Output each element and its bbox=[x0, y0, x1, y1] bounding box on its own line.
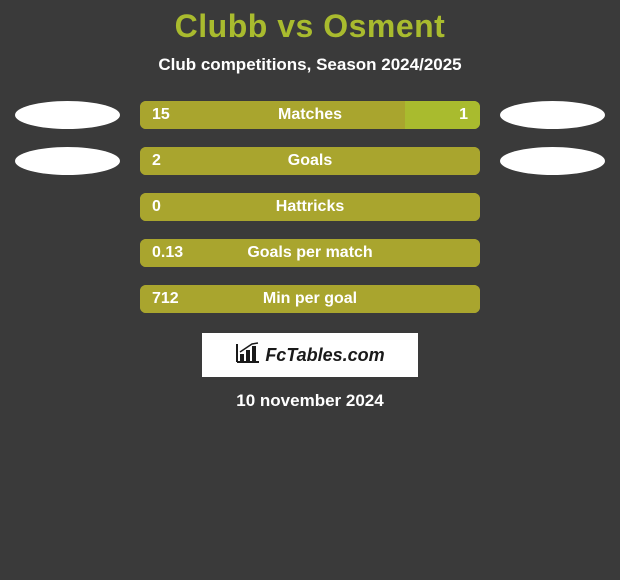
attribution-logo: FcTables.com bbox=[202, 333, 418, 377]
ellipse-placeholder bbox=[500, 193, 605, 221]
date-label: 10 november 2024 bbox=[0, 391, 620, 411]
stat-row: 0 Hattricks bbox=[0, 193, 620, 221]
ellipse-placeholder bbox=[15, 193, 120, 221]
stat-right-value: 1 bbox=[459, 106, 468, 124]
stat-left-value: 0 bbox=[152, 198, 161, 216]
ellipse-placeholder bbox=[15, 285, 120, 313]
stat-label: Hattricks bbox=[276, 198, 344, 216]
stats-area: 15 Matches 1 2 Goals 0 Hattricks 0.13 Goals per … bbox=[0, 101, 620, 313]
stat-bar: 2 Goals bbox=[140, 147, 480, 175]
player-ellipse-right bbox=[500, 101, 605, 129]
subtitle: Club competitions, Season 2024/2025 bbox=[0, 55, 620, 75]
page-title: Clubb vs Osment bbox=[0, 8, 620, 45]
stat-label: Matches bbox=[278, 106, 342, 124]
stat-left-value: 2 bbox=[152, 152, 161, 170]
stat-row: 712 Min per goal bbox=[0, 285, 620, 313]
stat-left-value: 712 bbox=[152, 290, 179, 308]
bar-chart-icon bbox=[235, 342, 261, 369]
bar-right-fill bbox=[405, 101, 480, 129]
bar-left-fill bbox=[140, 101, 405, 129]
stat-label: Min per goal bbox=[263, 290, 357, 308]
player-ellipse-left bbox=[15, 101, 120, 129]
stat-row: 2 Goals bbox=[0, 147, 620, 175]
ellipse-placeholder bbox=[500, 239, 605, 267]
player-ellipse-right bbox=[500, 147, 605, 175]
player-ellipse-left bbox=[15, 147, 120, 175]
comparison-infographic: Clubb vs Osment Club competitions, Seaso… bbox=[0, 0, 620, 411]
stat-row: 0.13 Goals per match bbox=[0, 239, 620, 267]
stat-bar: 712 Min per goal bbox=[140, 285, 480, 313]
ellipse-placeholder bbox=[500, 285, 605, 313]
stat-bar: 0.13 Goals per match bbox=[140, 239, 480, 267]
stat-left-value: 15 bbox=[152, 106, 170, 124]
stat-row: 15 Matches 1 bbox=[0, 101, 620, 129]
logo-text: FcTables.com bbox=[265, 345, 384, 366]
stat-left-value: 0.13 bbox=[152, 244, 183, 262]
stat-label: Goals per match bbox=[247, 244, 372, 262]
stat-bar: 0 Hattricks bbox=[140, 193, 480, 221]
stat-label: Goals bbox=[288, 152, 332, 170]
stat-bar: 15 Matches 1 bbox=[140, 101, 480, 129]
ellipse-placeholder bbox=[15, 239, 120, 267]
